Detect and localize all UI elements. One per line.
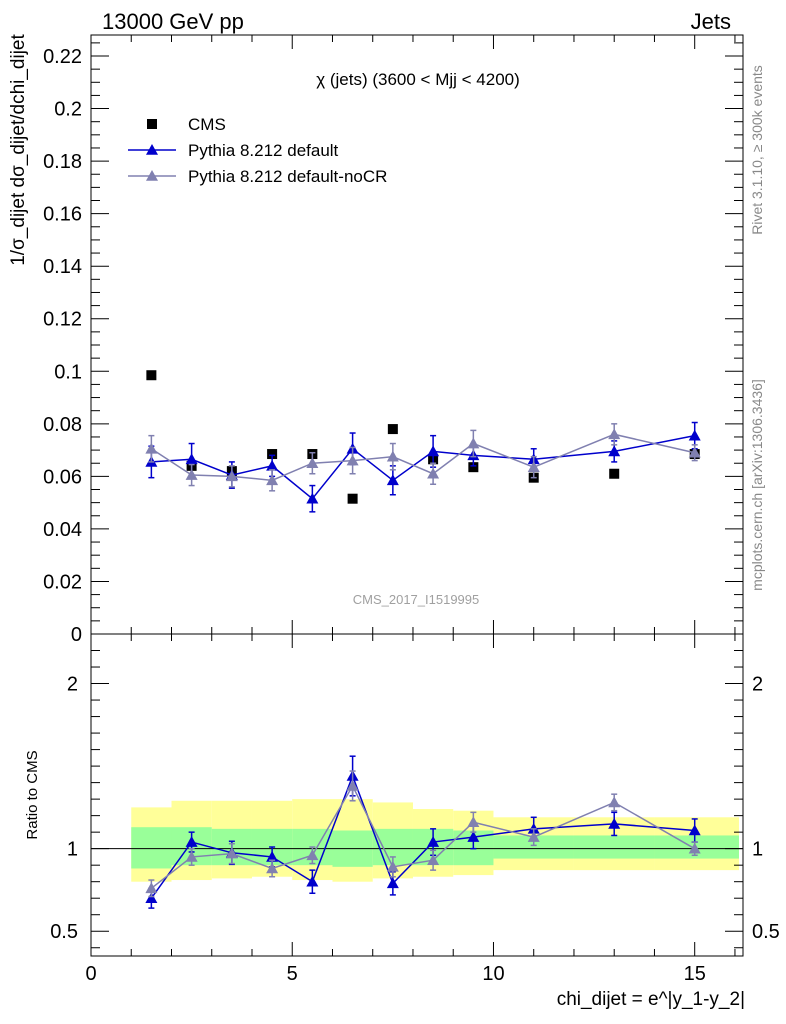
series-point [467, 437, 480, 449]
legend: CMS Pythia 8.212 default Pythia 8.212 defa… [128, 115, 387, 186]
ratio-point [608, 796, 621, 808]
ratio-point [145, 892, 158, 904]
ratio-tick-label: 0.5 [50, 921, 78, 943]
ratio-point [266, 850, 279, 862]
cms-data-point [609, 468, 620, 479]
ratio-point [386, 877, 399, 889]
legend-marker-cms [147, 119, 157, 129]
cms-data-point [146, 370, 157, 381]
series-point [688, 446, 701, 458]
ratio-point [306, 849, 319, 861]
y-tick-label: 0.08 [43, 414, 82, 436]
x-axis-label: chi_dijet = e^|y_1-y_2| [557, 989, 745, 1010]
series-point [266, 459, 279, 471]
series-point [185, 469, 198, 480]
ratio-tick-label: 2 [67, 674, 78, 696]
cms-data-point [267, 449, 278, 460]
series-point [608, 445, 621, 457]
cms-data-point [347, 493, 358, 504]
chart-title: χ (jets) (3600 < Mjj < 4200) [316, 70, 520, 89]
series-point [225, 470, 238, 482]
series-point [386, 450, 399, 462]
y-tick-label: 0.18 [43, 151, 82, 173]
header-right: Jets [691, 9, 731, 34]
legend-label: Pythia 8.212 default-noCR [188, 167, 387, 186]
series-point [306, 457, 319, 469]
ratio-tick-label: 1 [67, 839, 78, 861]
y-tick-label: 0.04 [43, 519, 82, 541]
series-line [151, 434, 695, 500]
legend-label: Pythia 8.212 default [188, 141, 339, 160]
y-tick-label: 0.16 [43, 204, 82, 226]
rivet-label: Rivet 3.1.10, ≥ 300k events [749, 65, 765, 235]
ratio-point [145, 882, 158, 894]
ratio-point [688, 824, 701, 836]
y-tick-label: 0.1 [54, 361, 82, 383]
ratio-point [427, 836, 440, 847]
cms-data-point [468, 462, 479, 473]
ratio-point [185, 836, 198, 847]
header-left: 13000 GeV pp [102, 9, 244, 34]
ratio-series-line [150, 773, 695, 899]
y-tick-label: 0.2 [54, 99, 82, 121]
series-point [386, 474, 399, 486]
x-tick-label: 15 [684, 963, 706, 985]
ratio-band-inner [131, 827, 172, 869]
series-line [150, 433, 695, 482]
series-point [266, 474, 279, 486]
series-point [688, 429, 701, 441]
series-point [346, 454, 359, 466]
cms-data-point [387, 424, 398, 435]
mcplots-label: mcplots.cern.ch [arXiv:1306.3436] [749, 379, 765, 591]
y-axis-label: 1/σ_dijet dσ_dijet/dchi_dijet [8, 34, 29, 266]
series-point [608, 428, 621, 440]
legend-label: CMS [188, 115, 226, 134]
ratio-y-axis-label: Ratio to CMS [24, 750, 41, 839]
ratio-band-layer [91, 799, 743, 882]
series-point [527, 461, 540, 472]
ratio-point [346, 779, 359, 791]
ratio-tick-label: 2 [752, 674, 763, 696]
main-series-layer [145, 370, 701, 513]
y-tick-label: 0 [71, 624, 82, 646]
ratio-point [266, 862, 279, 874]
ratio-point [467, 831, 480, 842]
ratio-series-layer [145, 755, 701, 909]
ratio-tick-label: 1 [752, 839, 763, 861]
ratio-plot-frame [90, 633, 744, 957]
ratio-point [386, 860, 399, 872]
y-tick-label: 0.22 [43, 46, 82, 68]
main-axes: 0 0.02 0.04 0.06 0.08 0.1 0.12 0.14 0.16 0.18 0.2 0… [43, 35, 743, 646]
series-point [427, 445, 440, 457]
ratio-point [427, 854, 440, 866]
series-point [427, 467, 440, 479]
ratio-point [225, 847, 238, 859]
ratio-point [185, 850, 198, 862]
x-tick-label: 5 [287, 963, 298, 985]
y-tick-label: 0.14 [43, 256, 82, 278]
legend-marker [146, 170, 158, 181]
y-tick-label: 0.06 [43, 466, 82, 488]
series-point [185, 453, 198, 465]
ratio-axes: 0 5 10 15 0.5 0.5 1 1 2 2 [50, 634, 780, 985]
ratio-point [467, 816, 480, 828]
ratio-band-inner [493, 835, 574, 859]
x-tick-label: 10 [482, 963, 504, 985]
series-point [306, 492, 319, 504]
ratio-point [608, 817, 621, 829]
ratio-point [527, 831, 540, 842]
ratio-band-inner [573, 835, 655, 859]
y-tick-label: 0.02 [43, 571, 82, 593]
series-point [145, 442, 158, 454]
x-tick-label: 0 [85, 963, 96, 985]
legend-marker [146, 144, 158, 155]
ratio-point [688, 842, 701, 854]
ratio-tick-label: 0.5 [752, 921, 780, 943]
watermark: CMS_2017_I1519995 [353, 592, 480, 607]
y-tick-label: 0.12 [43, 309, 82, 331]
ratio-point [306, 875, 319, 887]
ratio-series-line [150, 784, 696, 889]
